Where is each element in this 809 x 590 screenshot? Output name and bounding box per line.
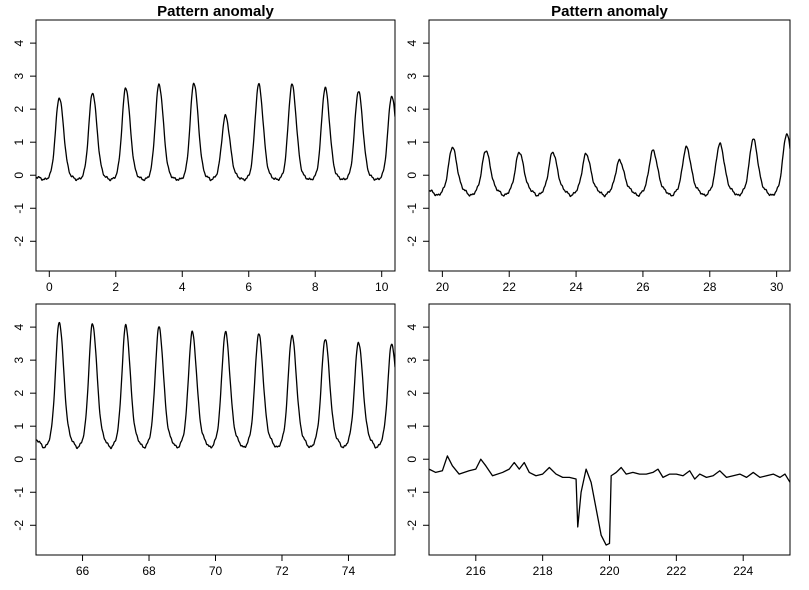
y-tick-label: 3: [405, 72, 419, 79]
x-tick-label: 4: [179, 280, 186, 294]
x-tick-label: 222: [666, 564, 686, 578]
chart-panel-1: Pattern anomaly 0 2 4 6 8 10 -2 -1 0 1 2 3 4: [12, 3, 396, 294]
x-tick-label: 70: [209, 564, 223, 578]
x-tick-label: 20: [436, 280, 450, 294]
x-tick-label: 6: [245, 280, 252, 294]
plot-frame: [35, 19, 396, 272]
x-tick-label: 74: [342, 564, 356, 578]
x-tick-label: 68: [142, 564, 156, 578]
series-line: [36, 321, 395, 450]
x-tick-label: 218: [533, 564, 553, 578]
y-tick-label: 3: [12, 356, 26, 363]
y-tick-label: 2: [405, 106, 419, 113]
y-tick-label: -2: [405, 520, 419, 531]
y-tick-label: -1: [12, 487, 26, 498]
x-tick-label: 28: [703, 280, 717, 294]
x-tick-label: 2: [112, 280, 119, 294]
y-tick-label: 0: [12, 172, 26, 179]
series-line: [429, 455, 790, 546]
y-tick-label: 1: [405, 139, 419, 146]
x-tick-label: 220: [599, 564, 619, 578]
y-tick-label: 4: [12, 39, 26, 46]
y-tick-label: -2: [405, 236, 419, 247]
x-tick-label: 224: [733, 564, 753, 578]
chart-title: Pattern anomaly: [157, 3, 274, 20]
x-tick-label: 26: [636, 280, 650, 294]
y-tick-label: -1: [12, 203, 26, 214]
y-tick-label: 2: [405, 390, 419, 397]
y-tick-label: 3: [12, 72, 26, 79]
x-tick-label: 10: [375, 280, 389, 294]
chart-panel-4: 216 218 220 222 224 -2 -1 0 1 2 3 4: [405, 303, 791, 578]
y-tick-label: -2: [12, 520, 26, 531]
chart-title: Pattern anomaly: [551, 3, 668, 20]
chart-panel-3: 66 68 70 72 74 -2 -1 0 1 2 3 4: [12, 303, 396, 578]
chart-panel-2: Pattern anomaly 20 22 24 26 28 30 -2 -1 0 1 2 3 4: [405, 3, 791, 294]
y-tick-label: -2: [12, 236, 26, 247]
y-tick-label: 2: [12, 390, 26, 397]
y-tick-label: 3: [405, 356, 419, 363]
y-tick-label: 1: [12, 139, 26, 146]
x-tick-label: 30: [770, 280, 784, 294]
x-tick-label: 216: [466, 564, 486, 578]
x-tick-label: 24: [569, 280, 583, 294]
y-tick-label: 4: [405, 39, 419, 46]
y-tick-label: 2: [12, 106, 26, 113]
x-tick-label: 72: [275, 564, 289, 578]
y-tick-label: 4: [405, 323, 419, 330]
x-tick-label: 0: [46, 280, 53, 294]
y-tick-label: 0: [405, 172, 419, 179]
y-tick-label: -1: [405, 203, 419, 214]
y-tick-label: 0: [405, 456, 419, 463]
x-tick-label: 22: [503, 280, 517, 294]
y-tick-label: 1: [12, 423, 26, 430]
y-tick-label: 0: [12, 456, 26, 463]
plot-frame: [428, 19, 791, 272]
y-tick-label: 4: [12, 323, 26, 330]
series-line: [429, 133, 790, 198]
y-tick-label: -1: [405, 487, 419, 498]
y-tick-label: 1: [405, 423, 419, 430]
series-line: [36, 82, 395, 182]
x-tick-label: 8: [312, 280, 319, 294]
x-tick-label: 66: [76, 564, 90, 578]
